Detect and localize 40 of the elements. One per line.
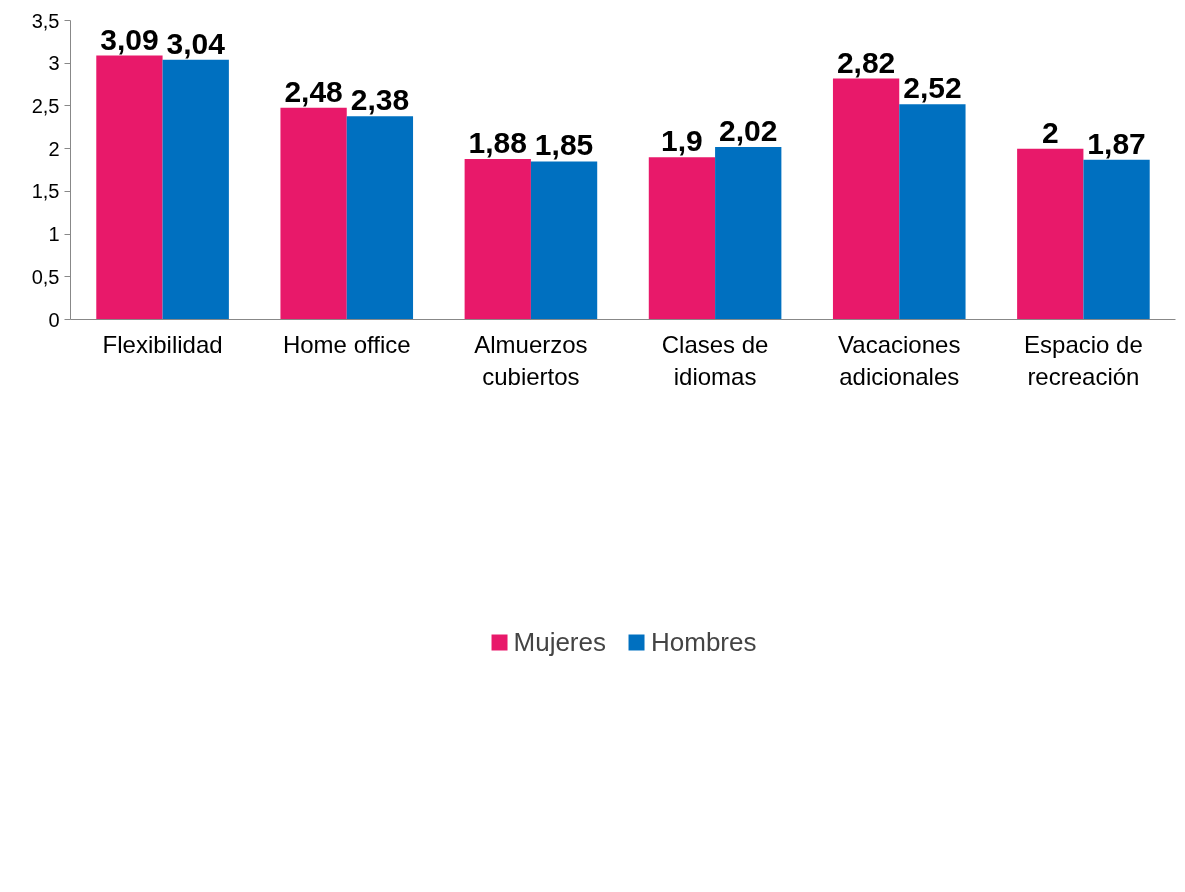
bar <box>899 104 966 320</box>
bar <box>530 161 598 320</box>
data-label: 2,48 <box>284 74 343 108</box>
bar <box>1017 148 1084 320</box>
x-tick-label: Clases de idiomas <box>661 330 769 390</box>
x-tick-label: Espacio de recreación <box>1024 330 1143 390</box>
legend-label: Hombres <box>651 626 757 658</box>
data-label: 1,85 <box>534 128 594 162</box>
y-tick-label: 1,5 <box>31 180 60 203</box>
bar <box>96 55 163 320</box>
data-label: 1,9 <box>661 124 703 158</box>
bar <box>648 157 716 320</box>
bar <box>1083 159 1150 320</box>
x-tick-label: Almuerzos cubiertos <box>474 330 588 390</box>
y-tick-label: 3,5 <box>31 9 60 32</box>
data-label: 3,09 <box>100 22 159 56</box>
data-label: 3,04 <box>166 26 226 60</box>
data-label: 2,82 <box>836 45 896 79</box>
data-label: 2,38 <box>350 83 410 117</box>
bar <box>162 59 229 320</box>
data-label: 2 <box>1041 115 1059 149</box>
y-tick-label: 0 <box>48 308 60 331</box>
bar <box>346 116 414 320</box>
y-tick-label: 1 <box>48 223 60 246</box>
data-label: 1,87 <box>1087 126 1146 160</box>
y-tick-label: 2 <box>48 137 60 160</box>
bar <box>715 146 782 320</box>
legend-label: Mujeres <box>513 626 606 658</box>
x-tick-label: Home office <box>282 330 411 358</box>
y-tick-label: 0,5 <box>31 265 60 288</box>
data-label: 2,02 <box>719 113 778 147</box>
data-label: 1,88 <box>468 125 527 159</box>
data-label: 2,52 <box>903 71 962 105</box>
bar <box>464 158 531 320</box>
bar <box>280 107 347 320</box>
x-tick-label: Vacaciones adicionales <box>838 330 961 390</box>
x-tick-label: Flexibilidad <box>102 330 223 358</box>
bar <box>832 78 900 320</box>
y-tick-label: 2,5 <box>31 94 60 117</box>
y-tick-label: 3 <box>48 52 60 75</box>
